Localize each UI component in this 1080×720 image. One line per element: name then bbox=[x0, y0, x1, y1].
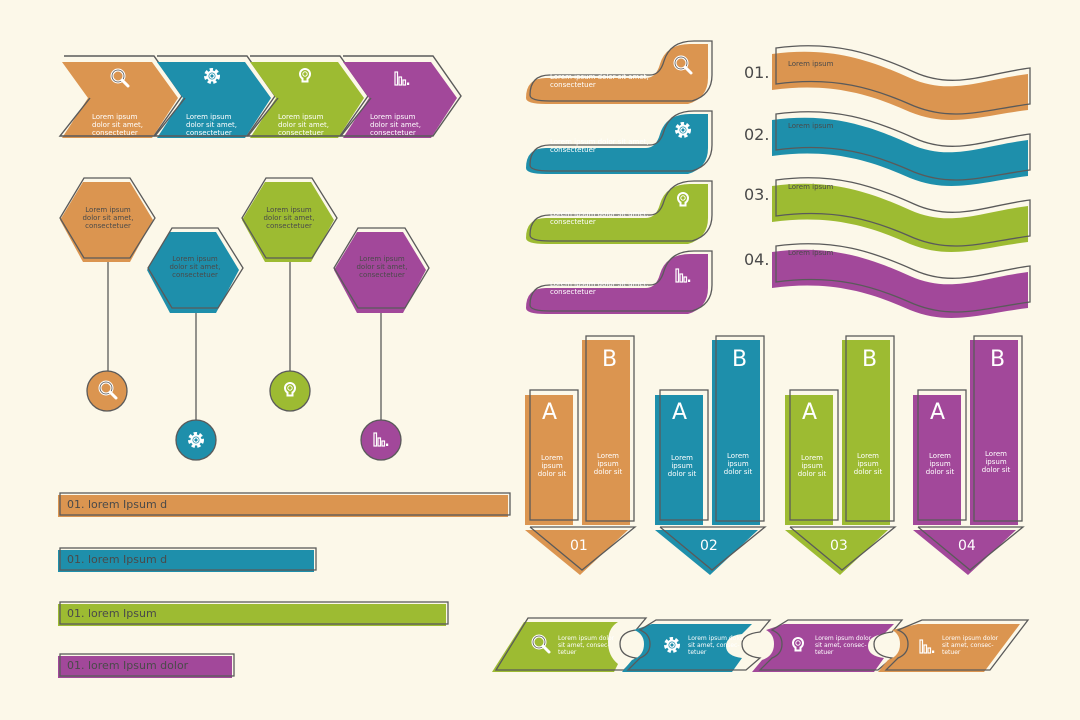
bar-label: 01. lorem Ipsum dolor bbox=[67, 659, 189, 672]
chevron-process: Lorem ipsum dolor sit amet, consectetuer L… bbox=[0, 0, 480, 150]
ab-columns: A B Lorem ipsum dolor sit Lorem ipsum dolor … bbox=[520, 330, 1040, 580]
tab-text: Lorem ipsum dolor sit amet, consectetuer bbox=[550, 280, 649, 296]
column-a-letter: A bbox=[930, 400, 946, 425]
column-number: 02 bbox=[700, 538, 718, 554]
ribbon-label: Lorem ipsum bbox=[788, 60, 834, 68]
hexagon-text: Lorem ipsum dolor sit amet, consectetuer bbox=[169, 255, 221, 279]
puzzle-strip: Lorem ipsum dolor sit amet, consec-tetuer… bbox=[490, 610, 1040, 680]
ribbon-label: Lorem ipsum bbox=[788, 183, 834, 191]
chevron-text: Lorem ipsum dolor sit amet, consectetuer bbox=[186, 113, 238, 137]
tab-text: Lorem ipsum dolor sit amet, consectetuer bbox=[550, 73, 649, 89]
hexagon-text: Lorem ipsum dolor sit amet, consectetuer bbox=[82, 206, 134, 230]
ribbon-number: 02. bbox=[744, 125, 770, 144]
ribbon-list: 01. 02. 03. 04. Lorem ipsum Lorem ipsum … bbox=[740, 40, 1040, 318]
column-b-letter: B bbox=[602, 347, 618, 372]
progress-bars: 01. lorem Ipsum d 01. lorem Ipsum d 01. … bbox=[0, 490, 520, 690]
column-b-letter: B bbox=[990, 347, 1006, 372]
tab-text: Lorem ipsum dolor sit amet, consectetuer bbox=[550, 138, 649, 154]
column-number: 01 bbox=[570, 538, 588, 554]
tab-list: Lorem ipsum dolor sit amet, consectetuer … bbox=[520, 38, 720, 314]
puzzle-text: Lorem ipsum dolor sit amet, consec-tetuer bbox=[815, 635, 872, 656]
chevron-text: Lorem ipsum dolor sit amet, consectetuer bbox=[370, 113, 422, 137]
ribbon-label: Lorem ipsum bbox=[788, 249, 834, 257]
chevron-text: Lorem ipsum dolor sit amet, consectetuer bbox=[278, 113, 330, 137]
hexagon-text: Lorem ipsum dolor sit amet, consectetuer bbox=[263, 206, 315, 230]
bar-label: 01. lorem Ipsum d bbox=[67, 553, 168, 566]
ribbon-number: 03. bbox=[744, 185, 770, 204]
hexagon-timeline: Lorem ipsum dolor sit amet, consectetuer L… bbox=[0, 170, 460, 470]
column-number: 03 bbox=[830, 538, 848, 554]
column-a-letter: A bbox=[542, 400, 558, 425]
puzzle-text: Lorem ipsum dolor sit amet, consec-tetuer bbox=[942, 635, 999, 656]
column-number: 04 bbox=[958, 538, 976, 554]
bar-label: 01. lorem Ipsum d bbox=[67, 498, 168, 511]
column-b-text: Lorem ipsum dolor sit bbox=[981, 450, 1011, 474]
column-b-letter: B bbox=[732, 347, 748, 372]
puzzle-text: Lorem ipsum dolor sit amet, consec-tetuer bbox=[558, 635, 615, 656]
bar-label: 01. lorem Ipsum bbox=[67, 607, 157, 620]
column-a-letter: A bbox=[802, 400, 818, 425]
column-a-text: Lorem ipsum dolor sit bbox=[537, 454, 567, 478]
chevron-text: Lorem ipsum dolor sit amet, consectetuer bbox=[92, 113, 144, 137]
column-a-text: Lorem ipsum dolor sit bbox=[925, 452, 955, 476]
ribbon-label: Lorem ipsum bbox=[788, 122, 834, 130]
ribbon-number: 04. bbox=[744, 250, 770, 269]
column-b-text: Lorem ipsum dolor sit bbox=[723, 452, 753, 476]
tab-text: Lorem ipsum dolor sit amet, consectetuer bbox=[550, 210, 649, 226]
column-b-text: Lorem ipsum dolor sit bbox=[593, 452, 623, 476]
puzzle-text: Lorem ipsum dolor sit amet, consec-tetuer bbox=[688, 635, 745, 656]
column-a-text: Lorem ipsum dolor sit bbox=[667, 454, 697, 478]
column-a-letter: A bbox=[672, 400, 688, 425]
column-a-text: Lorem ipsum dolor sit bbox=[797, 454, 827, 478]
ribbon-number: 01. bbox=[744, 63, 770, 82]
column-b-letter: B bbox=[862, 347, 878, 372]
column-b-text: Lorem ipsum dolor sit bbox=[853, 452, 883, 476]
hexagon-text: Lorem ipsum dolor sit amet, consectetuer bbox=[356, 255, 408, 279]
